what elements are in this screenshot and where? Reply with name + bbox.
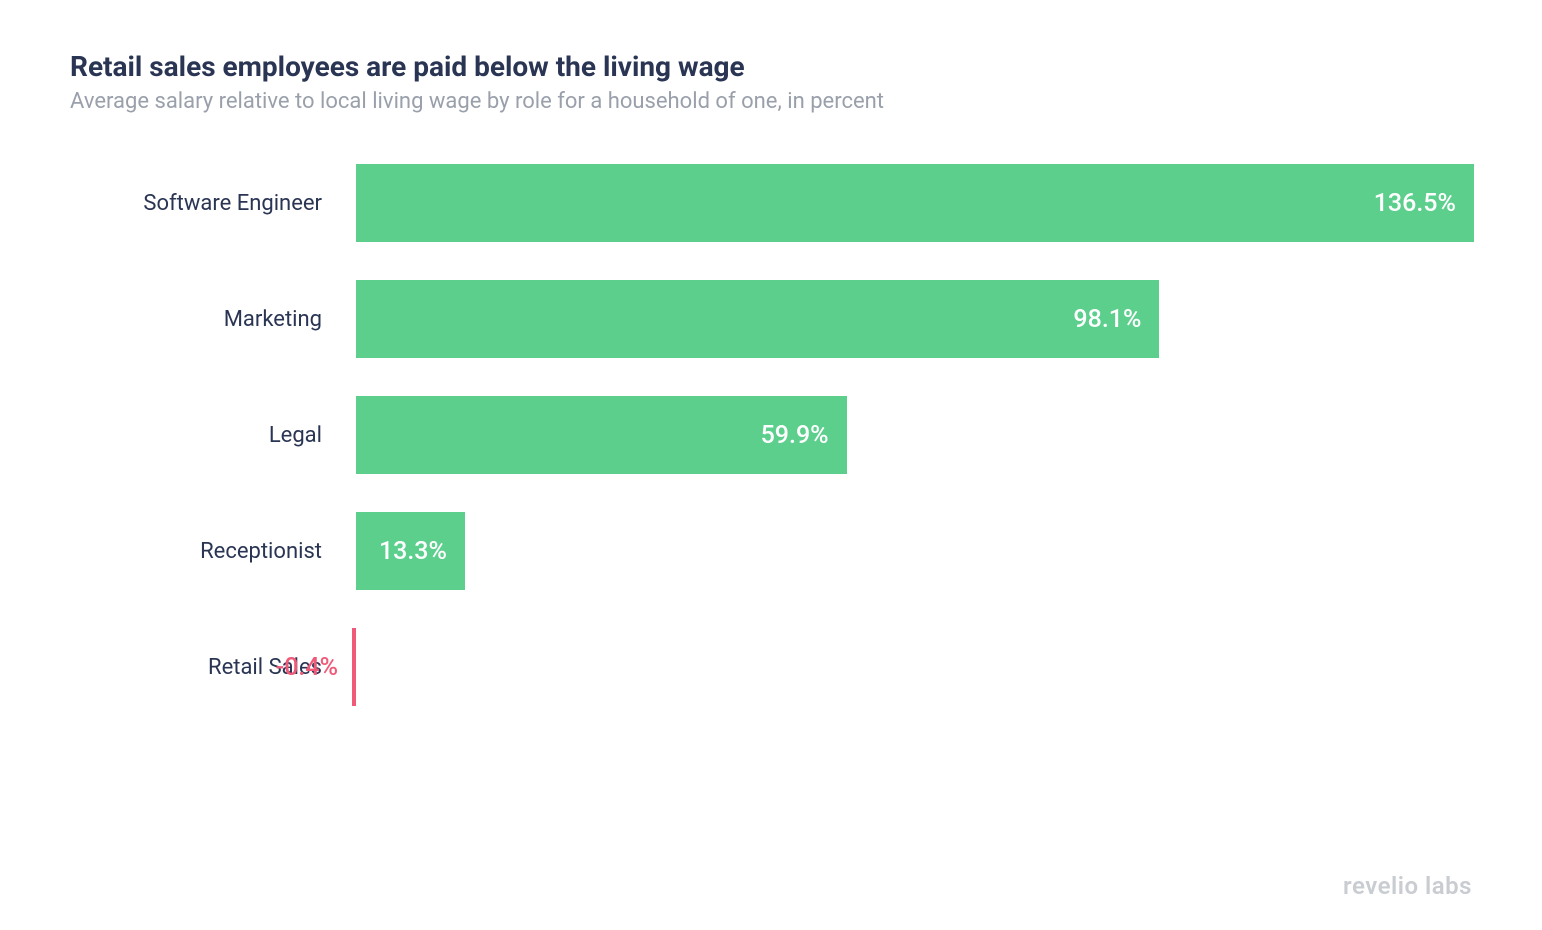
value-label: 136.5% — [1374, 189, 1456, 218]
bar-area: 13.3% — [350, 512, 1472, 590]
value-label: 98.1% — [1073, 305, 1141, 334]
bar-area: -0.4% — [350, 628, 1472, 706]
chart-row: Receptionist 13.3% — [70, 512, 1472, 590]
bar-area: 98.1% — [350, 280, 1472, 358]
bar: 98.1% — [356, 280, 1159, 358]
bar: 13.3% — [356, 512, 465, 590]
chart-row: Retail Sales-0.4% — [70, 628, 1472, 706]
chart-container: Retail sales employees are paid below th… — [0, 0, 1542, 930]
value-label: -0.4% — [276, 653, 352, 682]
chart-row: Marketing 98.1% — [70, 280, 1472, 358]
category-label: Software Engineer — [70, 191, 350, 216]
chart-subtitle: Average salary relative to local living … — [70, 89, 1472, 114]
chart-row: Software Engineer 136.5% — [70, 164, 1472, 242]
bar: 136.5% — [356, 164, 1474, 242]
chart-title: Retail sales employees are paid below th… — [70, 50, 1472, 83]
value-label: 13.3% — [379, 537, 447, 566]
attribution-label: revelio labs — [1343, 872, 1472, 900]
bar-area: 59.9% — [350, 396, 1472, 474]
bar: -0.4% — [352, 628, 356, 706]
bar-area: 136.5% — [350, 164, 1472, 242]
chart-row: Legal 59.9% — [70, 396, 1472, 474]
category-label: Receptionist — [70, 539, 350, 564]
value-label: 59.9% — [761, 421, 829, 450]
category-label: Marketing — [70, 307, 350, 332]
category-label: Legal — [70, 423, 350, 448]
bar: 59.9% — [356, 396, 847, 474]
bar-chart: Software Engineer 136.5% Marketing 98.1% Leg… — [70, 164, 1472, 706]
